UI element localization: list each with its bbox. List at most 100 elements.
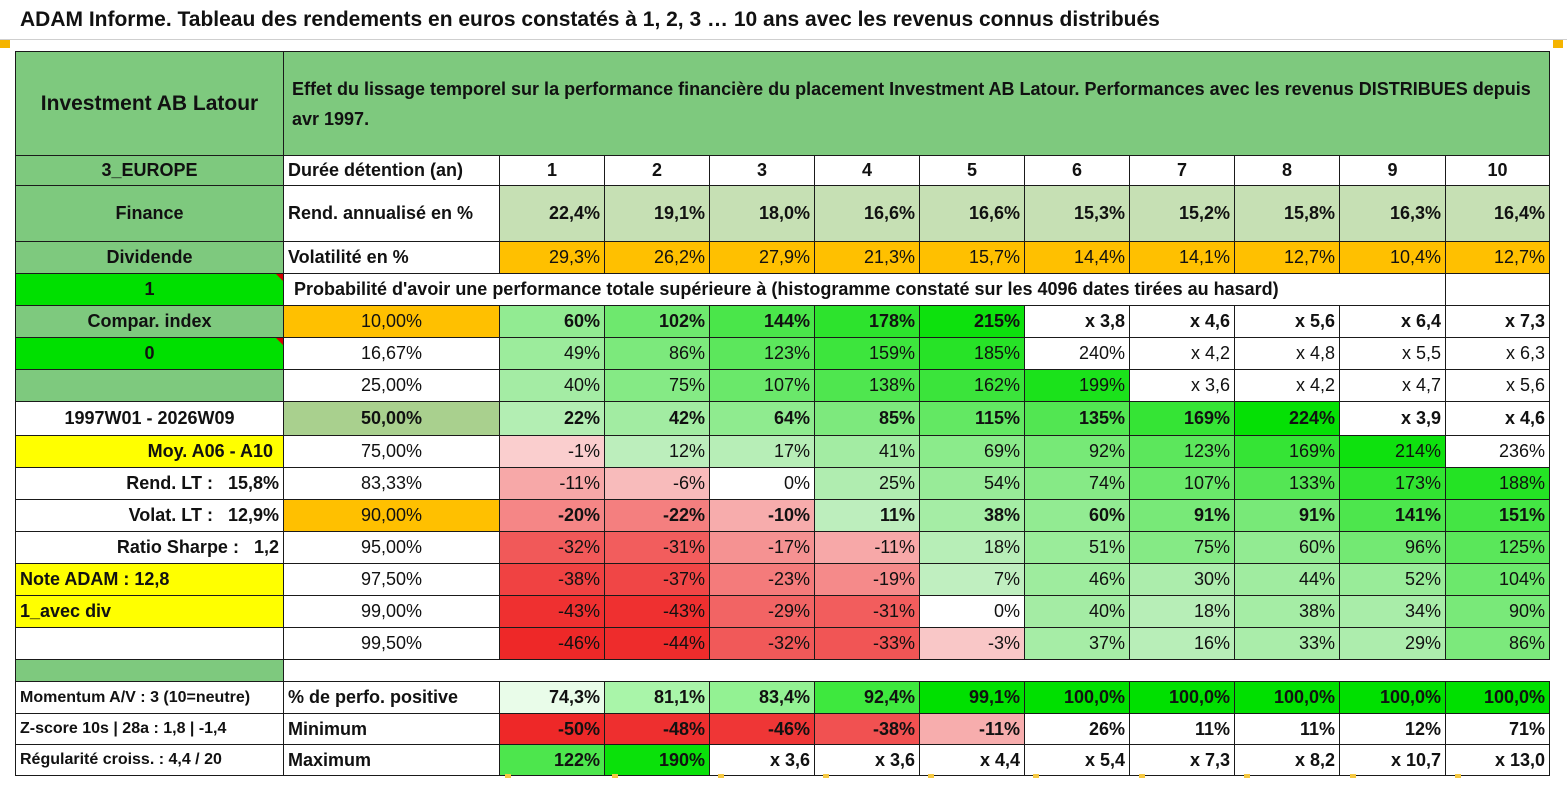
- max-cell: x 3,6: [814, 744, 920, 776]
- perf-cell: 90%: [1445, 595, 1550, 628]
- rend-value: 15,2%: [1129, 185, 1235, 242]
- rend-value: 18,0%: [709, 185, 815, 242]
- perf-cell: 17%: [709, 435, 815, 468]
- fund-name: Investment AB Latour: [15, 51, 284, 156]
- sharpe-label: Ratio Sharpe :: [116, 537, 239, 557]
- pos-cell: 100,0%: [1024, 681, 1130, 714]
- perf-cell: -31%: [814, 595, 920, 628]
- sharpe-cell: Ratio Sharpe : 1,2: [15, 531, 284, 564]
- volat-value: 29,3%: [499, 241, 605, 274]
- perf-cell: 16%: [1129, 627, 1235, 660]
- performance-table: Investment AB Latour Effet du lissage te…: [15, 51, 1550, 776]
- flag-zero-cell[interactable]: 0: [15, 337, 284, 370]
- perf-cell: 141%: [1339, 499, 1446, 532]
- perf-cell: 115%: [919, 401, 1025, 436]
- duration-10: 10: [1445, 155, 1550, 186]
- perf-cell: x 4,6: [1445, 401, 1550, 436]
- pct-cell-median: 50,00%: [283, 401, 500, 436]
- perf-cell: 91%: [1129, 499, 1235, 532]
- perf-cell: 54%: [919, 467, 1025, 500]
- min-cell: 11%: [1234, 713, 1340, 745]
- rend-value: 22,4%: [499, 185, 605, 242]
- perf-cell: 123%: [709, 337, 815, 370]
- perf-cell: 214%: [1339, 435, 1446, 468]
- max-cell: x 5,4: [1024, 744, 1130, 776]
- perf-cell: 44%: [1234, 563, 1340, 596]
- perf-cell: -10%: [709, 499, 815, 532]
- pct-cell: 10,00%: [283, 305, 500, 338]
- rend-label: Rend. annualisé en %: [283, 185, 500, 242]
- min-cell: -50%: [499, 713, 605, 745]
- rend-value: 16,6%: [919, 185, 1025, 242]
- pct-cell: 25,00%: [283, 369, 500, 402]
- period-cell: 1997W01 - 2026W09: [15, 401, 284, 436]
- volat-label: Volatilité en %: [283, 241, 500, 274]
- region-cell: 3_EUROPE: [15, 155, 284, 186]
- perf-cell: -17%: [709, 531, 815, 564]
- perf-cell: x 4,8: [1234, 337, 1340, 370]
- perf-cell: 173%: [1339, 467, 1446, 500]
- volat-value: 21,3%: [814, 241, 920, 274]
- perf-cell: 159%: [814, 337, 920, 370]
- duration-9: 9: [1339, 155, 1446, 186]
- max-cell: x 7,3: [1129, 744, 1235, 776]
- perf-cell: 46%: [1024, 563, 1130, 596]
- perf-cell: x 3,6: [1129, 369, 1235, 402]
- perf-cell: -11%: [814, 531, 920, 564]
- empty-green-cell: [15, 369, 284, 402]
- perf-cell: -22%: [604, 499, 710, 532]
- flag-one-cell[interactable]: 1: [15, 273, 284, 306]
- rend-value: 16,3%: [1339, 185, 1446, 242]
- perf-cell: 104%: [1445, 563, 1550, 596]
- perf-cell: 34%: [1339, 595, 1446, 628]
- duration-3: 3: [709, 155, 815, 186]
- pos-cell: 74,3%: [499, 681, 605, 714]
- perf-cell: -43%: [604, 595, 710, 628]
- perf-cell: 96%: [1339, 531, 1446, 564]
- volat-lt-value: 12,9%: [227, 505, 279, 525]
- perf-cell: 37%: [1024, 627, 1130, 660]
- perf-cell: 64%: [709, 401, 815, 436]
- pct-cell: 99,50%: [283, 627, 500, 660]
- perf-cell: 86%: [604, 337, 710, 370]
- corner-marker-right: [1553, 40, 1563, 48]
- perf-cell: 185%: [919, 337, 1025, 370]
- perf-cell: 49%: [499, 337, 605, 370]
- perf-cell: 133%: [1234, 467, 1340, 500]
- perf-cell: -46%: [499, 627, 605, 660]
- type-cell: Dividende: [15, 241, 284, 274]
- perf-cell: 38%: [1234, 595, 1340, 628]
- perf-cell: x 4,6: [1129, 305, 1235, 338]
- perf-cell: x 7,3: [1445, 305, 1550, 338]
- perf-cell: -31%: [604, 531, 710, 564]
- spacer-green-cell: [15, 659, 284, 682]
- duration-8: 8: [1234, 155, 1340, 186]
- perf-cell: 123%: [1129, 435, 1235, 468]
- perf-cell: 41%: [814, 435, 920, 468]
- volat-lt-label: Volat. LT :: [128, 505, 213, 525]
- perf-cell: -23%: [709, 563, 815, 596]
- perf-cell: 91%: [1234, 499, 1340, 532]
- report-title: ADAM Informe. Tableau des rendements en …: [0, 0, 1567, 40]
- perf-cell: 107%: [709, 369, 815, 402]
- maximum-label: Maximum: [283, 744, 500, 776]
- perf-cell: 75%: [1129, 531, 1235, 564]
- empty-cell: [15, 627, 284, 660]
- perf-cell: 169%: [1234, 435, 1340, 468]
- pct-cell: 99,00%: [283, 595, 500, 628]
- compar-index-cell: Compar. index: [15, 305, 284, 338]
- duration-5: 5: [919, 155, 1025, 186]
- rend-value: 16,6%: [814, 185, 920, 242]
- volat-value: 15,7%: [919, 241, 1025, 274]
- perf-cell: -32%: [709, 627, 815, 660]
- perf-cell: -11%: [499, 467, 605, 500]
- min-cell: 12%: [1339, 713, 1446, 745]
- perf-cell: 151%: [1445, 499, 1550, 532]
- pos-cell: 100,0%: [1445, 681, 1550, 714]
- max-cell: x 10,7: [1339, 744, 1446, 776]
- perf-cell: 169%: [1129, 401, 1235, 436]
- rend-value: 15,3%: [1024, 185, 1130, 242]
- pct-cell: 97,50%: [283, 563, 500, 596]
- volat-value: 26,2%: [604, 241, 710, 274]
- min-cell: 71%: [1445, 713, 1550, 745]
